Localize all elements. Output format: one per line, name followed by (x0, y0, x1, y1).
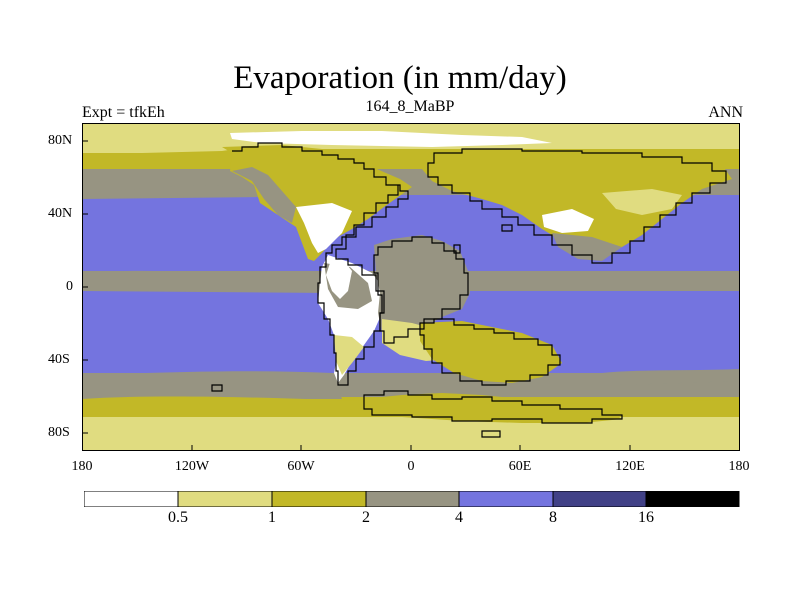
colorbar-bin (552, 491, 647, 507)
x-tick-label: 120E (615, 459, 645, 474)
coastline-americas (232, 142, 409, 386)
colorbar-bin (177, 491, 273, 507)
time-label: 164_8_MaBP (365, 98, 455, 115)
colorbar-label: 8 (549, 509, 557, 526)
africa-coast-white (326, 261, 352, 299)
africa (374, 235, 470, 341)
arctic-fringe (82, 143, 262, 153)
north-america (222, 145, 412, 261)
colorbar (84, 491, 740, 507)
colorbar-bin (271, 491, 367, 507)
coastline-india (419, 318, 561, 386)
x-ticks (82, 445, 740, 451)
y-tick-label: 80N (48, 133, 73, 148)
coastline-antarctic (363, 390, 623, 424)
asia-desert (542, 209, 594, 233)
na-east-dry (296, 203, 352, 253)
x-tick-label: 0 (407, 459, 415, 474)
y-tick-label: 80S (48, 425, 70, 440)
contour-east-south (602, 369, 740, 385)
y-ticks (82, 140, 88, 434)
arctic-low (230, 131, 552, 147)
season-label: ANN (708, 104, 743, 121)
evaporation-map (82, 123, 740, 451)
y-tick-label: 40S (48, 352, 70, 367)
colorbar-bin (84, 491, 179, 507)
experiment-label: Expt = tfkEh (82, 104, 165, 121)
eurasia (422, 149, 732, 255)
y-tick-label: 0 (66, 279, 73, 294)
contour-north-ocean (82, 185, 262, 199)
x-tick-label: 60E (508, 459, 532, 474)
asia-highland (602, 189, 682, 215)
antarctic-outline-fill (362, 393, 622, 423)
colorbar-bin (458, 491, 554, 507)
y-tick-label: 40N (48, 206, 73, 221)
colorbar-label: 4 (455, 509, 463, 526)
sa-south-band (334, 335, 364, 375)
x-tick-label: 180 (728, 459, 750, 474)
x-tick-label: 180 (71, 459, 93, 474)
x-tick-label: 60W (287, 459, 315, 474)
plot-title: Evaporation (in mm/day) (233, 60, 567, 96)
colorbar-label: 16 (638, 509, 654, 526)
contour-equatorial-1 (82, 270, 332, 293)
x-tick-label: 120W (174, 459, 210, 474)
colorbar-label: 2 (362, 509, 370, 526)
coastline-islands (211, 224, 513, 438)
colorbar-label: 0.5 (168, 509, 188, 526)
na-west (232, 167, 296, 223)
asia-south (552, 233, 622, 261)
colorbar-bin (645, 491, 740, 507)
colorbar-bin (365, 491, 460, 507)
contour-south-3 (82, 417, 740, 451)
colorbar-label: 1 (268, 509, 276, 526)
coastline-afro-eurasia (427, 148, 727, 264)
india-block (420, 321, 562, 383)
